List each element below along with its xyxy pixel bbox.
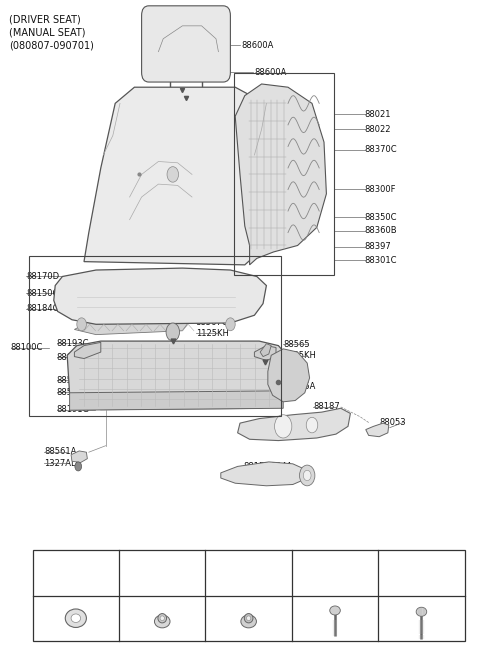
Text: 10248: 10248 (283, 370, 310, 379)
Polygon shape (67, 341, 288, 410)
Text: 88157: 88157 (244, 462, 270, 471)
Text: 88191G: 88191G (57, 405, 90, 414)
Polygon shape (84, 87, 274, 265)
Text: 88022: 88022 (365, 125, 391, 134)
Text: 1249GB: 1249GB (316, 568, 354, 578)
Circle shape (167, 167, 179, 182)
Text: 88567C: 88567C (196, 318, 228, 327)
Polygon shape (70, 391, 283, 410)
Text: 88170D: 88170D (26, 272, 60, 281)
Polygon shape (366, 423, 389, 437)
Text: 88053: 88053 (379, 418, 406, 427)
Text: 88600A: 88600A (241, 41, 273, 50)
Circle shape (275, 415, 292, 438)
Bar (33, 550, 465, 641)
Polygon shape (71, 451, 87, 463)
Circle shape (306, 417, 318, 433)
Circle shape (303, 470, 311, 481)
Polygon shape (74, 317, 192, 335)
Circle shape (300, 465, 315, 486)
FancyBboxPatch shape (142, 6, 230, 82)
Text: 88300F: 88300F (365, 185, 396, 194)
Polygon shape (260, 344, 271, 357)
Bar (234, 73, 334, 275)
Text: 81385A: 81385A (283, 382, 315, 391)
Text: 88370C: 88370C (365, 145, 397, 154)
Circle shape (166, 323, 180, 341)
Ellipse shape (416, 607, 427, 616)
Text: 88397: 88397 (365, 242, 392, 251)
Text: 88561A: 88561A (44, 447, 76, 456)
Text: 88187: 88187 (313, 402, 340, 412)
Text: 88052B: 88052B (57, 353, 89, 362)
Polygon shape (74, 342, 101, 359)
Text: 88184C: 88184C (26, 304, 59, 313)
Text: (MANUAL SEAT): (MANUAL SEAT) (9, 27, 85, 37)
Bar (29, 256, 281, 416)
Text: 88350C: 88350C (365, 213, 397, 222)
Polygon shape (268, 349, 310, 402)
Text: 88150C: 88150C (26, 289, 59, 298)
Text: 88301C: 88301C (365, 256, 397, 265)
Text: (DRIVER SEAT): (DRIVER SEAT) (9, 14, 80, 24)
Ellipse shape (71, 614, 81, 623)
Polygon shape (235, 84, 326, 265)
Ellipse shape (65, 609, 86, 627)
Text: 88565: 88565 (283, 340, 310, 349)
Polygon shape (238, 408, 350, 441)
Text: 88360B: 88360B (365, 226, 397, 235)
Text: (080807-090701): (080807-090701) (9, 40, 94, 50)
Ellipse shape (244, 614, 253, 623)
Ellipse shape (160, 616, 164, 621)
Ellipse shape (247, 616, 251, 621)
Ellipse shape (330, 606, 340, 615)
Text: 1310CA: 1310CA (144, 568, 181, 578)
Text: 88500G: 88500G (57, 376, 90, 385)
Text: 88193C: 88193C (57, 339, 89, 348)
Text: 88904A: 88904A (260, 462, 292, 471)
Text: 88501: 88501 (57, 388, 83, 397)
Text: 47121C: 47121C (58, 568, 94, 578)
Circle shape (226, 318, 235, 331)
Text: 88600A: 88600A (254, 68, 287, 77)
Text: 1327AD: 1327AD (44, 459, 78, 468)
Polygon shape (54, 268, 266, 324)
Polygon shape (254, 346, 276, 360)
Circle shape (75, 462, 82, 471)
Text: 1125KH: 1125KH (196, 329, 228, 338)
Text: 88100C: 88100C (11, 343, 43, 352)
Polygon shape (221, 462, 307, 486)
Ellipse shape (155, 615, 170, 628)
Text: 1123LE: 1123LE (404, 568, 439, 578)
Ellipse shape (241, 615, 256, 628)
Circle shape (77, 318, 86, 331)
Ellipse shape (158, 614, 167, 623)
Text: 88021: 88021 (365, 110, 391, 119)
Text: 1339CC: 1339CC (230, 568, 267, 578)
Text: 1125KH: 1125KH (283, 351, 316, 360)
